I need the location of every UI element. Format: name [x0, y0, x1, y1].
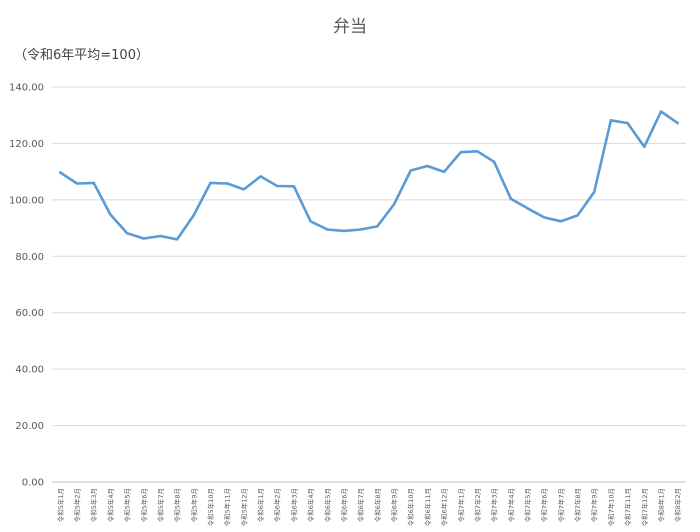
- data-point: [626, 121, 629, 125]
- data-point: [492, 160, 496, 163]
- x-tick-label: 令和7年12月: [640, 488, 649, 526]
- y-tick-label: 120.00: [9, 139, 44, 150]
- x-tick-label: 令和7年6月: [540, 488, 549, 522]
- data-point: [509, 197, 513, 200]
- x-tick-label: 令和6年10月: [406, 488, 415, 526]
- data-point: [609, 119, 613, 122]
- x-tick-label: 令和5年12月: [239, 488, 248, 526]
- y-tick-label: 20.00: [15, 421, 44, 432]
- y-axis-ticks: 0.00 20.00 40.00 60.00 80.00 100.00 120.00 140.…: [9, 83, 44, 489]
- data-point: [225, 182, 229, 185]
- x-tick-label: 令和5年11月: [223, 488, 232, 526]
- data-point: [192, 213, 196, 217]
- y-tick-label: 0.00: [22, 478, 44, 489]
- data-point: [442, 170, 446, 174]
- data-point: [676, 121, 679, 125]
- data-point: [142, 237, 145, 240]
- data-point: [476, 150, 479, 153]
- data-point: [75, 182, 79, 185]
- data-point: [159, 234, 162, 238]
- data-point: [326, 228, 329, 231]
- y-tick-label: 60.00: [15, 308, 44, 319]
- x-tick-label: 令和6年12月: [440, 488, 449, 526]
- data-point: [359, 228, 362, 231]
- x-tick-label: 令和7年11月: [623, 488, 632, 526]
- x-tick-label: 令和6年6月: [339, 488, 348, 522]
- data-point: [643, 145, 646, 149]
- x-tick-label: 令和8年1月: [656, 488, 665, 522]
- x-tick-label: 令和7年2月: [473, 488, 482, 522]
- x-tick-label: 令和6年4月: [306, 488, 315, 522]
- x-tick-label: 令和8年2月: [673, 488, 682, 522]
- series-line-0: [58, 110, 680, 241]
- x-tick-label: 令和7年7月: [556, 488, 565, 522]
- x-tick-label: 令和6年11月: [423, 488, 432, 526]
- x-tick-label: 令和6年3月: [289, 488, 298, 522]
- x-tick-label: 令和5年1月: [56, 488, 65, 522]
- y-tick-label: 80.00: [15, 252, 44, 263]
- series-layer: [58, 110, 680, 241]
- x-tick-label: 令和7年5月: [523, 488, 532, 522]
- data-point: [125, 231, 129, 235]
- x-tick-label: 令和7年4月: [506, 488, 515, 522]
- data-point: [426, 164, 429, 168]
- x-tick-label: 令和7年1月: [456, 488, 465, 522]
- data-point: [392, 203, 396, 206]
- x-tick-label: 令和7年8月: [573, 488, 582, 522]
- data-point: [576, 214, 579, 217]
- x-tick-label: 令和5年2月: [73, 488, 82, 522]
- data-point: [526, 207, 529, 210]
- x-tick-label: 令和5年5月: [123, 488, 132, 522]
- x-tick-label: 令和7年3月: [490, 488, 499, 522]
- y-tick-label: 100.00: [9, 195, 44, 206]
- x-tick-label: 令和6年5月: [323, 488, 332, 522]
- x-tick-label: 令和6年8月: [373, 488, 382, 522]
- x-tick-label: 令和5年8月: [173, 488, 182, 522]
- data-point: [409, 169, 412, 172]
- x-tick-label: 令和5年6月: [139, 488, 148, 522]
- data-point: [342, 229, 346, 233]
- x-tick-label: 令和5年9月: [189, 488, 198, 522]
- data-point: [92, 181, 95, 185]
- data-point: [259, 175, 262, 178]
- data-point: [242, 188, 246, 191]
- x-tick-label: 令和5年3月: [89, 488, 98, 522]
- gridlines: [52, 86, 686, 483]
- x-tick-label: 令和7年9月: [590, 488, 599, 522]
- x-tick-label: 令和7年10月: [606, 488, 615, 526]
- y-tick-label: 140.00: [9, 83, 44, 94]
- x-tick-label: 令和5年7月: [156, 488, 165, 522]
- data-point: [175, 238, 179, 241]
- x-tick-label: 令和6年7月: [356, 488, 365, 522]
- data-point: [292, 185, 296, 188]
- chart-title: 弁当: [333, 17, 367, 37]
- data-point: [309, 220, 312, 223]
- data-point: [459, 150, 462, 154]
- data-point: [559, 220, 563, 223]
- x-tick-label: 令和6年2月: [273, 488, 282, 522]
- data-point: [376, 225, 379, 228]
- x-tick-label: 令和5年4月: [106, 488, 115, 522]
- data-point: [659, 110, 663, 113]
- x-axis-ticks: 令和5年1月 令和5年2月 令和5年3月 令和5年4月 令和5年5月 令和5年6月 令和5年…: [56, 488, 682, 526]
- x-tick-label: 令和6年1月: [256, 488, 265, 522]
- x-tick-label: 令和5年10月: [206, 488, 215, 526]
- data-point: [593, 190, 596, 194]
- y-tick-label: 40.00: [15, 365, 44, 376]
- y-axis-unit-label: （令和6年平均=100）: [14, 48, 149, 63]
- data-point: [542, 216, 546, 219]
- data-point: [59, 171, 62, 174]
- data-point: [276, 184, 279, 188]
- data-point: [209, 181, 212, 185]
- data-point: [109, 213, 112, 216]
- x-tick-label: 令和6年9月: [390, 488, 399, 522]
